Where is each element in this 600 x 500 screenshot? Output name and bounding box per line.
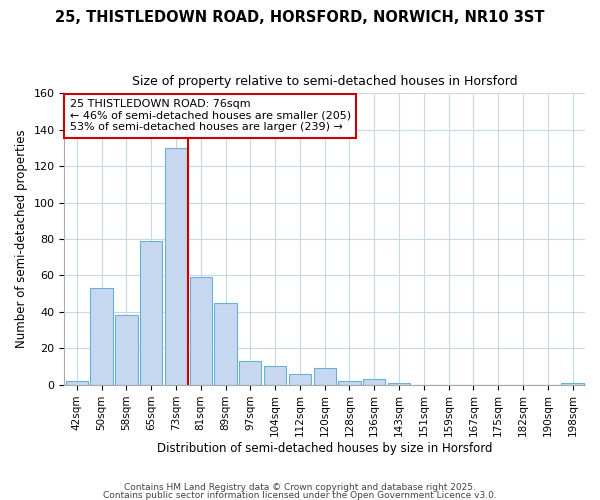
X-axis label: Distribution of semi-detached houses by size in Horsford: Distribution of semi-detached houses by … bbox=[157, 442, 493, 455]
Bar bbox=[239, 361, 262, 384]
Bar bbox=[190, 277, 212, 384]
Bar bbox=[65, 381, 88, 384]
Text: 25 THISTLEDOWN ROAD: 76sqm
← 46% of semi-detached houses are smaller (205)
53% o: 25 THISTLEDOWN ROAD: 76sqm ← 46% of semi… bbox=[70, 99, 351, 132]
Text: Contains HM Land Registry data © Crown copyright and database right 2025.: Contains HM Land Registry data © Crown c… bbox=[124, 484, 476, 492]
Bar bbox=[264, 366, 286, 384]
Text: Contains public sector information licensed under the Open Government Licence v3: Contains public sector information licen… bbox=[103, 490, 497, 500]
Bar bbox=[165, 148, 187, 384]
Bar bbox=[314, 368, 336, 384]
Bar bbox=[214, 302, 236, 384]
Title: Size of property relative to semi-detached houses in Horsford: Size of property relative to semi-detach… bbox=[132, 75, 518, 88]
Bar bbox=[91, 288, 113, 384]
Y-axis label: Number of semi-detached properties: Number of semi-detached properties bbox=[15, 130, 28, 348]
Bar bbox=[115, 316, 137, 384]
Bar bbox=[363, 379, 385, 384]
Text: 25, THISTLEDOWN ROAD, HORSFORD, NORWICH, NR10 3ST: 25, THISTLEDOWN ROAD, HORSFORD, NORWICH,… bbox=[55, 10, 545, 25]
Bar bbox=[388, 383, 410, 384]
Bar bbox=[289, 374, 311, 384]
Bar bbox=[338, 381, 361, 384]
Bar bbox=[562, 383, 584, 384]
Bar bbox=[140, 241, 163, 384]
